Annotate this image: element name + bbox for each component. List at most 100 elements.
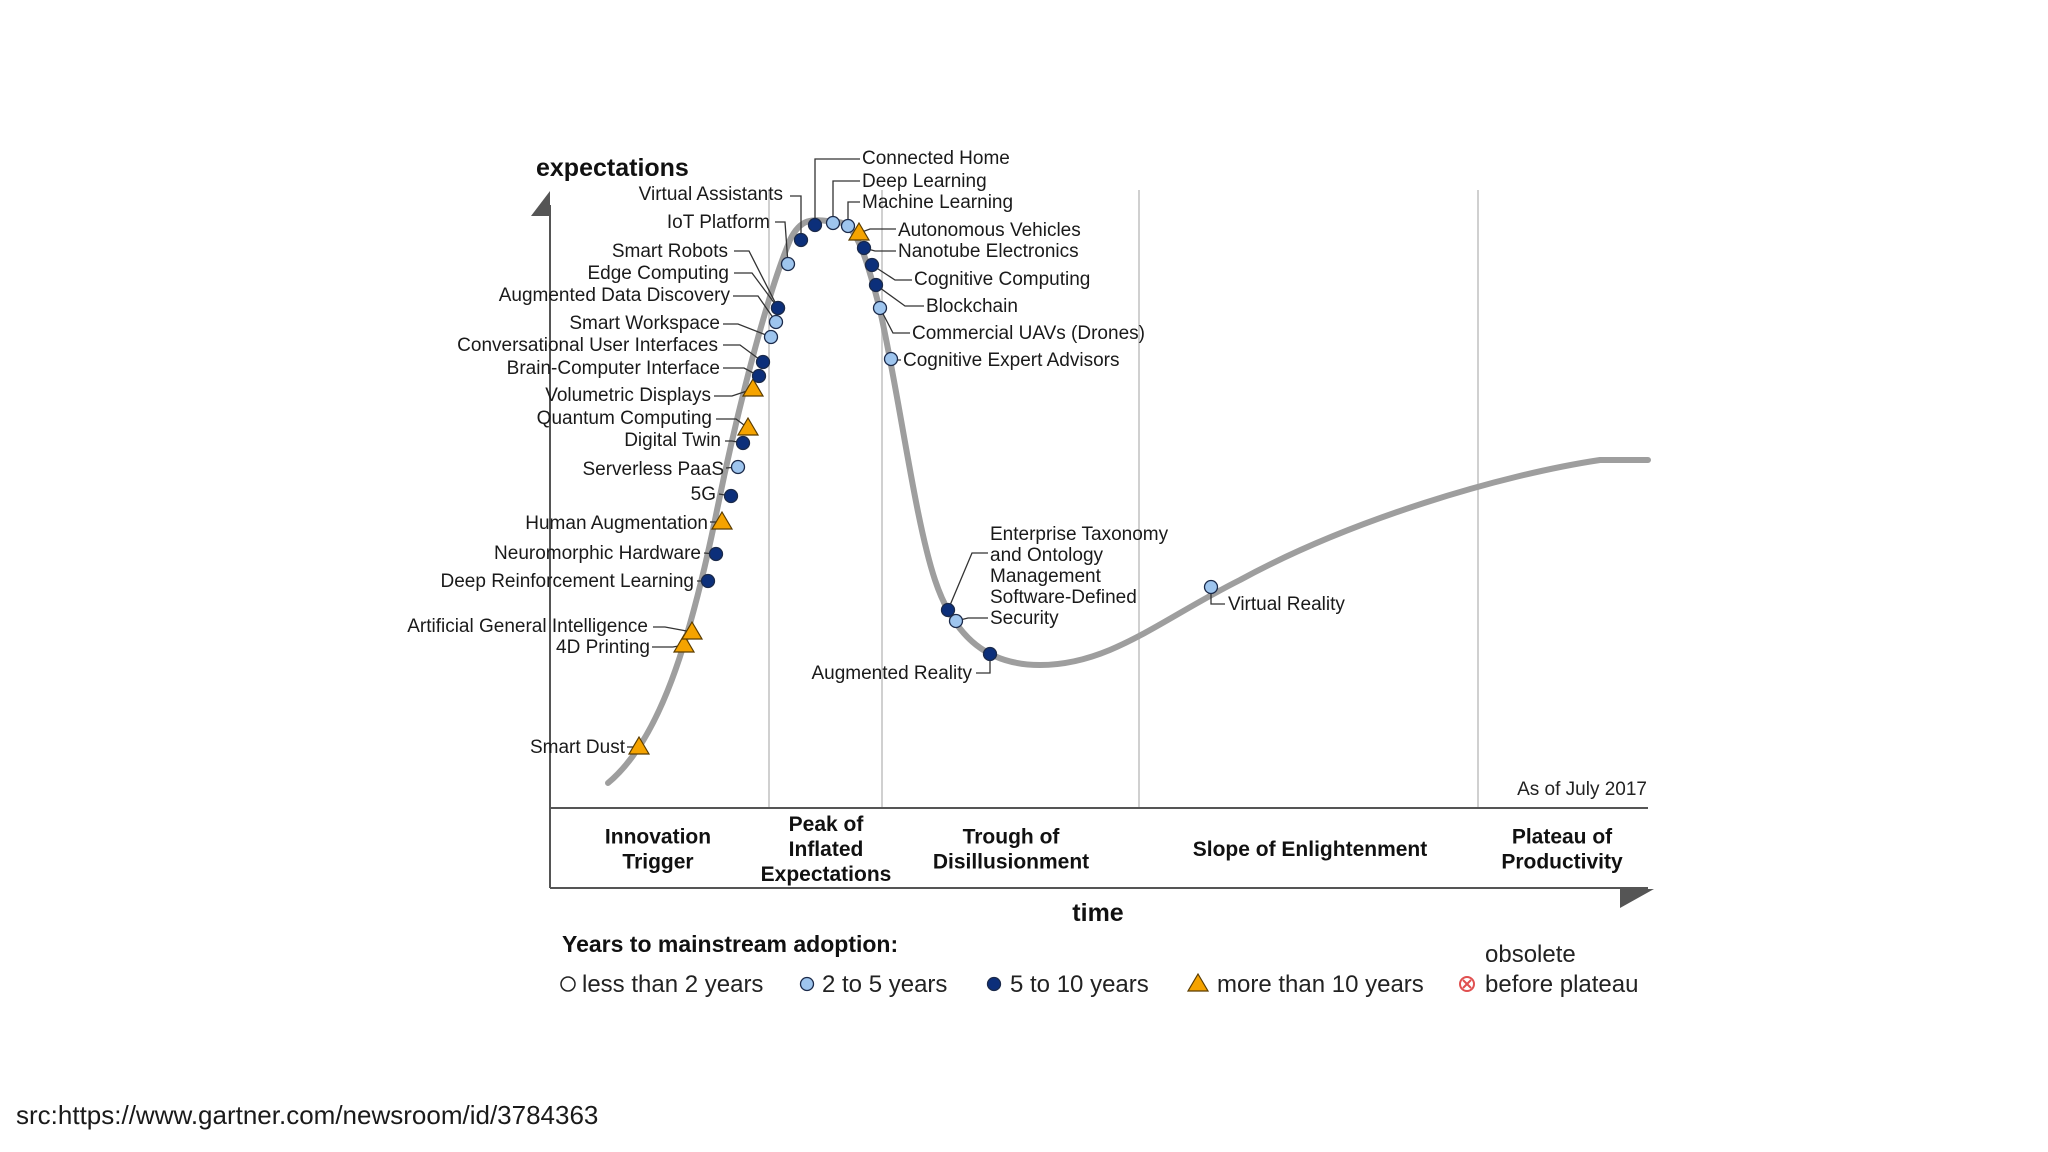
leader-edge-computing [734,272,779,309]
marker-augmented-data-discovery [768,314,784,330]
leader-blockchain [875,284,924,307]
marker-augmented-reality [982,646,998,662]
legend: Years to mainstream adoption: less than 2… [560,931,1638,998]
x-axis-label: time [1072,899,1124,927]
tech-label-brain-computer-interface: Brain-Computer Interface [507,358,720,379]
legend-item-obsolete-before-plateau: obsolete before plateau [1459,941,1638,998]
tech-label-iot-platform: IoT Platform [667,212,770,233]
tech-label-smart-workspace: Smart Workspace [569,313,720,334]
legend-label: 2 to 5 years [822,971,947,998]
phase-dividers [768,190,1479,808]
tech-label-machine-learning: Machine Learning [862,192,1013,213]
axes: expectations time As of July 2017 [531,154,1654,927]
legend-item-more-than-10-years: more than 10 years [1186,971,1424,998]
tech-label-commercial-uavs-drones: Commercial UAVs (Drones) [912,323,1145,344]
marker-smart-robots [770,300,786,316]
source-citation: src:https://www.gartner.com/newsroom/id/… [16,1100,599,1130]
leader-virtual-assistants [790,195,802,240]
marker-software-defined-security [948,613,964,629]
leader-iot-platform [775,221,789,265]
legend-label: 5 to 10 years [1010,971,1149,998]
tech-label-nanotube-electronics: Nanotube Electronics [898,241,1079,262]
marker-blockchain [868,277,884,293]
hype-curve [605,217,1651,786]
tech-label-connected-home: Connected Home [862,148,1010,169]
tech-label-augmented-data-discovery: Augmented Data Discovery [499,285,731,306]
tech-label-software-defined-security: Software-Defined Security [990,587,1137,629]
leader-smart-workspace [723,323,772,338]
legend-marker [799,976,815,992]
leader-deep-learning [832,180,860,223]
tech-label-deep-reinforcement-learning: Deep Reinforcement Learning [441,571,695,592]
tech-label-artificial-general-intelligence: Artificial General Intelligence [407,616,648,637]
tech-label-cognitive-computing: Cognitive Computing [914,269,1090,290]
legend-item-5-to-10-years: 5 to 10 years [986,971,1149,998]
marker-nanotube-electronics [856,240,872,256]
tech-label-smart-dust: Smart Dust [530,737,626,758]
marker-iot-platform [780,256,796,272]
tech-label-conversational-user-interfaces: Conversational User Interfaces [457,335,718,356]
legend-item-2-to-5-years: 2 to 5 years [799,971,947,998]
leader-connected-home [814,158,860,225]
marker-virtual-assistants [793,232,809,248]
legend-label: obsolete before plateau [1485,941,1638,998]
phase-label-plateau-of-productivity: Plateau of Productivity [1501,826,1623,874]
tech-label-virtual-reality: Virtual Reality [1228,594,1345,615]
technology-markers [627,215,1219,755]
phase-labels: Innovation Trigger Peak of Inflated Expectat… [605,813,1623,886]
marker-commercial-uavs-drones [872,300,888,316]
marker-connected-home [807,217,823,233]
tech-label-neuromorphic-hardware: Neuromorphic Hardware [494,543,701,564]
leader-artificial-general-intelligence [653,626,693,633]
marker-quantum-computing [736,416,760,436]
tech-label-enterprise-taxonomy-and-ontology-management: Enterprise Taxonomy and Ontology Managemen… [990,524,1169,587]
marker-4d-printing [672,633,696,653]
tech-label-volumetric-displays: Volumetric Displays [545,385,711,406]
leader-conversational-user-interfaces [723,344,764,363]
legend-marker [986,976,1002,992]
leader-machine-learning [847,201,860,226]
tech-label-cognitive-expert-advisors: Cognitive Expert Advisors [903,350,1120,371]
marker-virtual-reality [1203,579,1219,595]
tech-label-4d-printing: 4D Printing [556,637,650,658]
marker-digital-twin [735,435,751,451]
leader-commercial-uavs-drones [879,307,910,334]
legend-item-less-than-2-years: less than 2 years [560,971,763,998]
leader-cognitive-computing [871,264,912,281]
phase-label-innovation-trigger: Innovation Trigger [605,826,711,874]
phase-label-trough-of-disillusionment: Trough of Disillusionment [933,826,1089,874]
tech-label-5g: 5G [691,484,716,505]
legend-title: Years to mainstream adoption: [562,931,898,957]
as-of-date: As of July 2017 [1517,779,1647,800]
marker-artificial-general-intelligence [680,620,704,640]
phase-label-peak-of-inflated-expectations: Peak of Inflated Expectations [761,813,892,886]
marker-neuromorphic-hardware [708,546,724,562]
marker-5g [723,488,739,504]
tech-label-virtual-assistants: Virtual Assistants [639,184,783,205]
marker-machine-learning [840,218,856,234]
tech-label-deep-learning: Deep Learning [862,171,987,192]
marker-brain-computer-interface [751,368,767,384]
marker-conversational-user-interfaces [755,354,771,370]
tech-label-human-augmentation: Human Augmentation [525,513,708,534]
tech-label-autonomous-vehicles: Autonomous Vehicles [898,220,1081,241]
phase-label-slope-of-enlightenment: Slope of Enlightenment [1193,838,1428,861]
marker-deep-reinforcement-learning [700,573,716,589]
marker-volumetric-displays [741,377,765,397]
legend-marker [560,976,576,992]
tech-label-quantum-computing: Quantum Computing [537,408,712,429]
tech-label-smart-robots: Smart Robots [612,241,728,262]
tech-label-serverless-paas: Serverless PaaS [582,459,724,480]
marker-enterprise-taxonomy-and-ontology-management [940,602,956,618]
marker-cognitive-computing [864,257,880,273]
marker-smart-dust [627,735,651,755]
leader-enterprise-taxonomy-and-ontology-management [947,552,988,611]
tech-label-blockchain: Blockchain [926,296,1018,317]
legend-label: more than 10 years [1217,971,1424,998]
legend-label: less than 2 years [582,971,763,998]
legend-marker [1186,972,1210,992]
marker-deep-learning [825,215,841,231]
